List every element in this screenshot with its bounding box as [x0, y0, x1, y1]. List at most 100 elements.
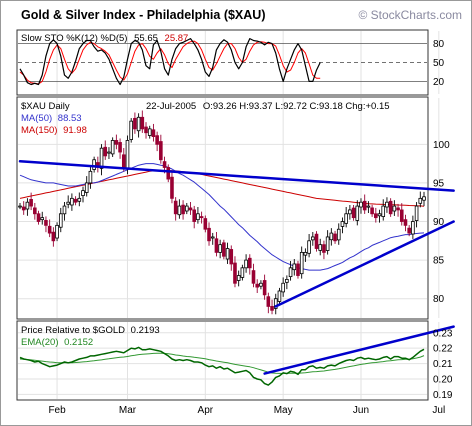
candle-body — [196, 213, 200, 221]
candle-body — [29, 199, 33, 207]
candle-body — [351, 207, 356, 219]
candle-body — [81, 190, 85, 196]
trendlines-layer — [18, 160, 455, 375]
candle-body — [403, 219, 408, 226]
candle — [166, 164, 171, 183]
candle-body — [40, 217, 45, 221]
x-tick-label: May — [274, 405, 293, 416]
candle-body — [336, 228, 341, 241]
candle — [392, 200, 397, 216]
candle — [129, 118, 133, 143]
candle — [292, 259, 297, 276]
stochastic-tick-label: 80 — [433, 39, 445, 50]
candle — [359, 198, 363, 214]
x-tick-label: Jun — [353, 405, 369, 416]
candle — [381, 199, 386, 221]
candle-body — [207, 227, 211, 242]
ma150-legend: MA(150) 91.98 — [21, 125, 87, 136]
relative-tick-label: 0.22 — [433, 344, 453, 355]
candle — [225, 242, 230, 264]
candle-body — [277, 290, 282, 302]
candle — [62, 202, 67, 221]
candle-body — [359, 201, 363, 208]
candle — [47, 219, 52, 238]
candle — [403, 214, 408, 232]
candle — [418, 191, 423, 208]
relative-tick-label: 0.21 — [433, 359, 453, 370]
candle — [340, 217, 345, 234]
candle — [329, 228, 334, 246]
candle-body — [273, 298, 278, 309]
candle-body — [381, 205, 386, 217]
candle — [25, 198, 30, 216]
candle-body — [240, 267, 245, 278]
candle-body — [355, 205, 360, 221]
candle — [240, 264, 245, 281]
candle-body — [140, 116, 145, 130]
series-layer — [19, 37, 425, 386]
candle-body — [303, 251, 308, 256]
support-trendline — [274, 220, 455, 308]
candle-body — [392, 205, 397, 212]
candle — [277, 287, 282, 305]
candle — [29, 192, 33, 211]
candle-body — [296, 263, 300, 276]
candle — [144, 122, 148, 139]
candle-body — [214, 238, 219, 253]
candle — [103, 140, 108, 160]
candle — [355, 200, 360, 226]
candle — [107, 147, 111, 159]
candles-layer — [18, 110, 426, 315]
candle — [259, 280, 263, 290]
candle-body — [307, 240, 311, 254]
candle — [188, 202, 193, 215]
candle — [318, 238, 323, 256]
candle-body — [322, 244, 326, 253]
candle — [385, 197, 389, 213]
candle — [407, 225, 411, 237]
candle — [307, 234, 311, 258]
price-quote-line: 22-Jul-2005 O:93.26 H:93.37 L:92.72 C:93… — [146, 101, 390, 112]
candle — [40, 211, 45, 225]
candle-body — [18, 205, 22, 208]
candle-body — [107, 151, 111, 154]
candle — [374, 207, 378, 223]
relative-tick-label: 0.20 — [433, 374, 453, 385]
candle — [396, 203, 400, 217]
candle-body — [70, 197, 74, 206]
candle-body — [118, 142, 122, 153]
chart-title: Gold & Silver Index - Philadelphia ($XAU… — [21, 8, 266, 22]
relative-tick-label: 0.23 — [433, 328, 453, 339]
candle — [55, 222, 59, 242]
candle — [73, 196, 78, 206]
x-tick-label: Apr — [198, 405, 214, 416]
candle-body — [370, 207, 374, 215]
candle-body — [247, 257, 252, 269]
candle — [414, 202, 419, 228]
candle-body — [266, 296, 271, 307]
candle-body — [203, 218, 208, 230]
candle — [244, 254, 248, 273]
candle — [336, 223, 341, 245]
candle-body — [51, 231, 56, 242]
relative-trendline — [263, 325, 455, 375]
candle — [133, 112, 137, 134]
candle — [58, 207, 63, 233]
candle-body — [292, 263, 297, 271]
candle-body — [218, 244, 222, 253]
candle — [285, 275, 289, 290]
candle — [118, 138, 122, 159]
candle-body — [62, 205, 67, 215]
candle — [140, 110, 145, 133]
candle-body — [155, 135, 159, 145]
stochastic-tick-label: 50 — [433, 58, 445, 69]
candle — [222, 239, 226, 260]
candle — [184, 202, 189, 215]
candle — [233, 256, 237, 288]
candle-body — [121, 154, 126, 168]
candle-body — [333, 233, 337, 242]
candle-body — [192, 209, 197, 222]
candle-body — [366, 205, 371, 208]
candle — [333, 230, 337, 244]
candle — [351, 204, 356, 221]
